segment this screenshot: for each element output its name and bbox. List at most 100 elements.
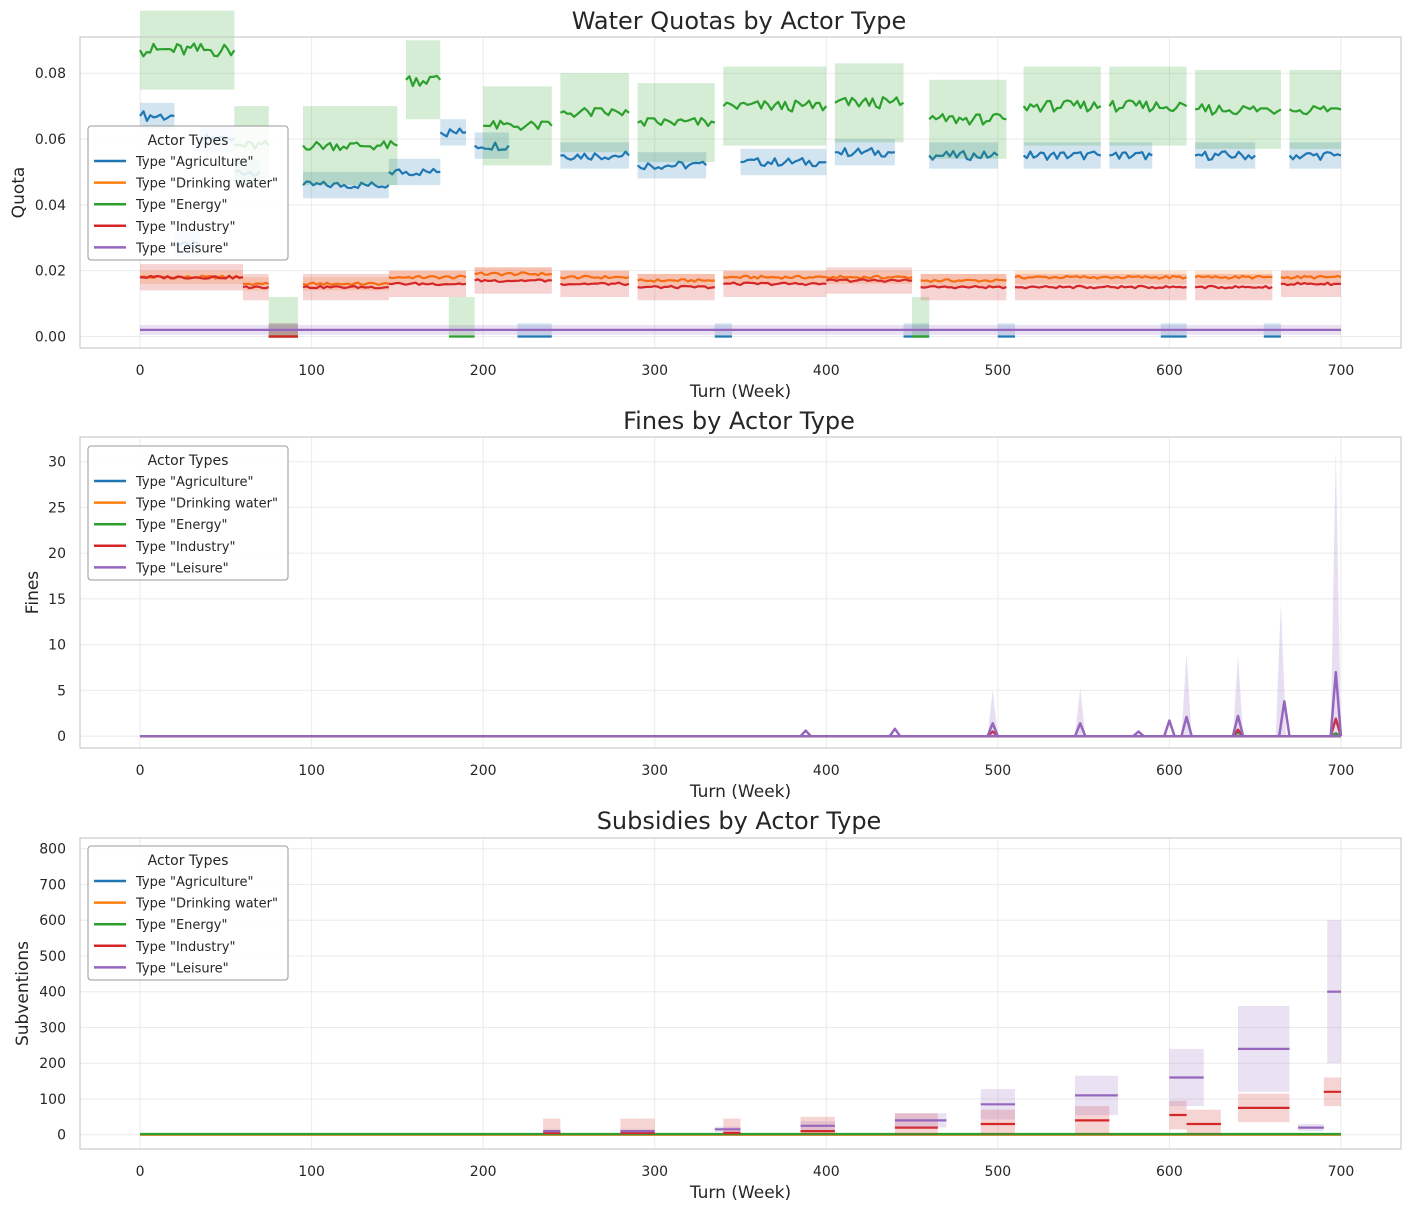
series-line bbox=[1014, 274, 1102, 280]
series-line bbox=[483, 119, 553, 131]
series-line bbox=[388, 167, 441, 177]
confidence-band bbox=[740, 148, 827, 176]
x-tick-label: 100 bbox=[298, 763, 325, 779]
series-line bbox=[1100, 274, 1187, 280]
x-tick-label: 400 bbox=[813, 763, 840, 779]
legend-entry: Type "Industry" bbox=[135, 940, 235, 955]
x-tick-label: 300 bbox=[641, 363, 668, 379]
series-line bbox=[302, 284, 389, 290]
legend-entry: Type "Leisure" bbox=[135, 241, 229, 256]
series-spike bbox=[1180, 715, 1193, 737]
series-line bbox=[1194, 274, 1273, 280]
y-tick-label: 500 bbox=[39, 949, 66, 965]
x-tick-label: 500 bbox=[984, 763, 1011, 779]
x-tick-label: 0 bbox=[136, 763, 145, 779]
series-line bbox=[388, 274, 467, 280]
confidence-band bbox=[1330, 450, 1341, 737]
legend-box bbox=[87, 125, 289, 261]
y-tick-label: 0.06 bbox=[35, 132, 66, 148]
legend-entry: Type "Leisure" bbox=[135, 561, 229, 576]
series-line bbox=[1100, 284, 1187, 290]
plot-frame bbox=[79, 436, 1402, 749]
legend-entry: Type "Industry" bbox=[135, 540, 235, 555]
confidence-band bbox=[1023, 142, 1101, 169]
confidence-band bbox=[474, 132, 509, 159]
series-spike bbox=[1132, 730, 1145, 738]
y-tick-label: 400 bbox=[39, 985, 66, 1001]
x-tick-label: 100 bbox=[298, 1164, 325, 1180]
x-tick-label: 0 bbox=[136, 363, 145, 379]
y-axis-label: Subventions bbox=[13, 941, 33, 1046]
legend-box bbox=[87, 845, 289, 981]
x-tick-label: 700 bbox=[1328, 1164, 1355, 1180]
x-axis-label: Turn (Week) bbox=[689, 782, 791, 802]
series-line bbox=[723, 281, 827, 287]
series-line bbox=[242, 285, 270, 290]
confidence-band bbox=[303, 106, 398, 186]
y-tick-label: 800 bbox=[39, 842, 66, 858]
series-line bbox=[928, 149, 999, 162]
series-4 bbox=[140, 450, 1343, 738]
series-line bbox=[139, 274, 244, 280]
subsidies-chart: Subsidies by Actor Type 0 100 200 300 400 500… bbox=[13, 807, 1402, 1203]
legend: Actor Types Type "Agriculture" Type "Drink… bbox=[87, 845, 289, 981]
series-line bbox=[825, 274, 913, 280]
y-axis-label: Fines bbox=[23, 571, 43, 614]
y-tick-label: 0.04 bbox=[35, 198, 66, 214]
series-4 bbox=[140, 324, 1341, 335]
x-tick-label: 300 bbox=[641, 1164, 668, 1180]
legend-entry: Type "Leisure" bbox=[135, 961, 229, 976]
legend-entry: Type "Energy" bbox=[135, 518, 227, 533]
series-line bbox=[560, 281, 630, 287]
legend: Actor Types Type "Agriculture" Type "Drink… bbox=[87, 445, 289, 581]
series-spike bbox=[1073, 722, 1087, 737]
chart-title: Water Quotas by Actor Type bbox=[572, 7, 907, 35]
confidence-band bbox=[912, 296, 930, 337]
series-line bbox=[1194, 103, 1282, 116]
x-tick-label: 200 bbox=[470, 763, 497, 779]
series-spike bbox=[1329, 670, 1343, 737]
series-line bbox=[834, 96, 905, 110]
series-line bbox=[637, 116, 716, 128]
series-line bbox=[1288, 151, 1342, 161]
x-tick-label: 500 bbox=[984, 1164, 1011, 1180]
series-line bbox=[1022, 99, 1102, 113]
series-spike bbox=[1277, 700, 1291, 737]
series-line bbox=[1108, 99, 1188, 113]
confidence-band bbox=[1075, 687, 1086, 737]
legend-entry: Type "Energy" bbox=[135, 918, 227, 933]
x-tick-label: 500 bbox=[984, 363, 1011, 379]
series-line bbox=[439, 127, 467, 138]
series-line bbox=[636, 160, 707, 171]
legend-title: Actor Types bbox=[148, 453, 229, 469]
series-3 bbox=[139, 264, 1342, 338]
series-line bbox=[637, 278, 715, 283]
x-tick-label: 0 bbox=[136, 1164, 145, 1180]
y-axis-label: Quota bbox=[9, 167, 29, 219]
series-line bbox=[302, 180, 390, 190]
x-tick-label: 200 bbox=[470, 1164, 497, 1180]
confidence-band bbox=[1186, 1109, 1221, 1135]
chart-title: Fines by Actor Type bbox=[623, 407, 855, 435]
legend-entry: Type "Drinking water" bbox=[135, 497, 278, 512]
series-line bbox=[139, 110, 175, 123]
series-line bbox=[243, 281, 269, 287]
confidence-band bbox=[140, 10, 235, 90]
series-line bbox=[473, 141, 510, 152]
series-line bbox=[474, 271, 552, 277]
series-line bbox=[826, 278, 913, 283]
x-tick-label: 100 bbox=[298, 363, 325, 379]
y-tick-label: 0.08 bbox=[35, 66, 66, 82]
y-tick-label: 600 bbox=[39, 913, 66, 929]
plot-area bbox=[80, 37, 1401, 348]
series-line bbox=[637, 284, 715, 290]
chart-title: Subsidies by Actor Type bbox=[597, 807, 882, 835]
series-line bbox=[928, 112, 1007, 126]
confidence-band bbox=[1232, 655, 1244, 737]
series-line bbox=[723, 274, 827, 280]
series-spike bbox=[888, 727, 902, 737]
x-tick-label: 600 bbox=[1156, 363, 1183, 379]
y-tick-label: 5 bbox=[57, 683, 66, 699]
confidence-band bbox=[723, 1118, 741, 1135]
legend: Actor Types Type "Agriculture" Type "Drink… bbox=[87, 125, 289, 261]
